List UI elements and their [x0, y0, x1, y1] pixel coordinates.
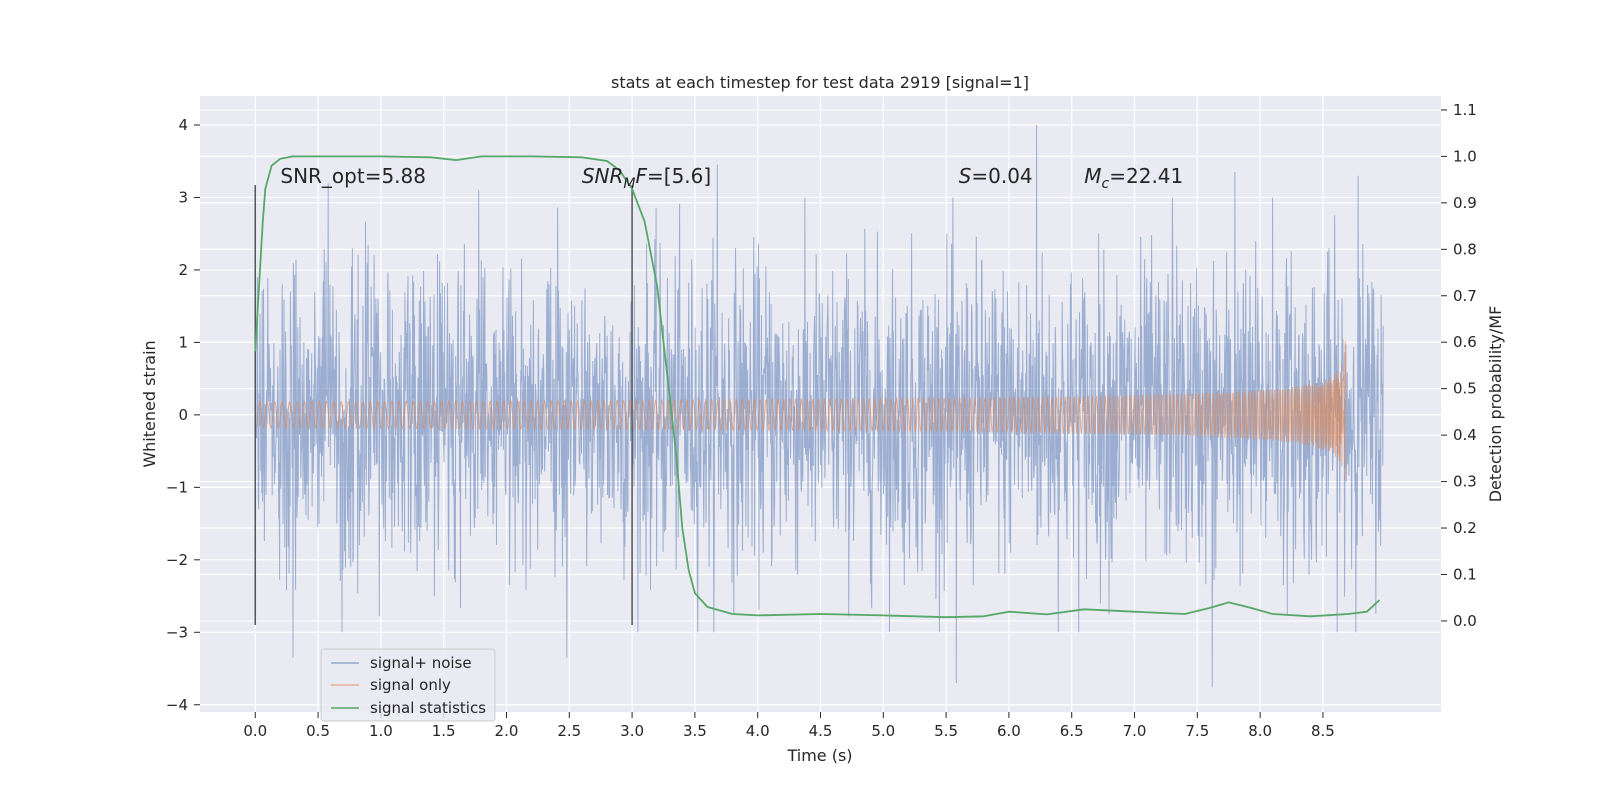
legend-box — [320, 648, 496, 722]
y2-tick-label: 0.3 — [1453, 473, 1477, 491]
signal-statistics-line — [254, 155, 1381, 619]
x-tick-label: 5.5 — [934, 722, 958, 740]
y2-tick-label: 1.1 — [1453, 101, 1477, 119]
axis-ticks: 0.0 0.5 1.0 1.5 2.0 2.5 3.0 3.5 4.0 4.5 5.0 5.5 6.0 6… — [166, 101, 1477, 740]
annotation-s-value: S=0.04 — [959, 164, 1033, 188]
x-tick-label: 6.0 — [997, 722, 1021, 740]
annotation-snr-mf: SNRMF=[5.6] — [582, 164, 711, 192]
x-tick-label: 1.0 — [369, 722, 393, 740]
y-axis-label: Whitened strain — [140, 340, 159, 467]
annotation-mc-value: Mc=22.41 — [1084, 164, 1183, 192]
annotation-snr-opt: SNR_opt=5.88 — [280, 164, 426, 188]
x-tick-label: 6.5 — [1060, 722, 1084, 740]
series-signal-noise — [254, 124, 1384, 687]
y-tick-label: −1 — [166, 478, 188, 496]
x-tick-label: 1.5 — [432, 722, 456, 740]
y-tick-label: −3 — [166, 623, 188, 641]
y2-tick-label: 0.5 — [1453, 380, 1477, 398]
y-tick-label: 4 — [178, 116, 188, 134]
x-tick-label: 7.5 — [1185, 722, 1209, 740]
y-tick-label: 0 — [178, 406, 188, 424]
y2-tick-label: 0.7 — [1453, 287, 1477, 305]
y2-tick-label: 0.6 — [1453, 333, 1477, 351]
x-tick-label: 4.0 — [746, 722, 770, 740]
x-tick-label: 3.5 — [683, 722, 707, 740]
x-tick-label: 5.0 — [871, 722, 895, 740]
x-tick-label: 2.0 — [495, 722, 519, 740]
y-tick-label: 2 — [178, 261, 188, 279]
series-signal-only — [254, 340, 1346, 480]
y2-axis-label: Detection probability/MF — [1486, 306, 1505, 503]
y2-tick-label: 0.1 — [1453, 565, 1477, 583]
x-tick-label: 4.5 — [809, 722, 833, 740]
y2-tick-label: 0.9 — [1453, 194, 1477, 212]
chart-title: stats at each timestep for test data 291… — [611, 73, 1029, 92]
x-tick-label: 0.5 — [306, 722, 330, 740]
vertical-markers — [254, 185, 633, 626]
y2-tick-label: 0.0 — [1453, 612, 1477, 630]
signal-only-line — [254, 340, 1346, 480]
y2-tick-label: 0.8 — [1453, 240, 1477, 258]
legend-label-signal-noise: signal+ noise — [370, 654, 472, 672]
legend: signal+ noise signal only signal statist… — [320, 648, 496, 722]
legend-label-signal-statistics: signal statistics — [370, 699, 486, 717]
x-tick-label: 8.0 — [1248, 722, 1272, 740]
x-tick-label: 7.0 — [1123, 722, 1147, 740]
y-tick-label: −2 — [166, 551, 188, 569]
y-tick-label: 3 — [178, 188, 188, 206]
legend-label-signal-only: signal only — [370, 676, 451, 694]
x-tick-label: 2.5 — [557, 722, 581, 740]
y2-tick-label: 1.0 — [1453, 147, 1477, 165]
x-tick-label: 0.0 — [243, 722, 267, 740]
x-tick-label: 3.0 — [620, 722, 644, 740]
series-signal-statistics — [254, 155, 1381, 619]
x-axis-label: Time (s) — [786, 746, 852, 765]
y2-tick-label: 0.4 — [1453, 426, 1477, 444]
y-tick-label: 1 — [178, 333, 188, 351]
y-tick-label: −4 — [166, 696, 188, 714]
x-tick-label: 8.5 — [1311, 722, 1335, 740]
signal-noise-line — [254, 124, 1384, 687]
y2-tick-label: 0.2 — [1453, 519, 1477, 537]
annotations: SNR_opt=5.88 SNRMF=[5.6] S=0.04 Mc=22.41 — [280, 164, 1183, 192]
